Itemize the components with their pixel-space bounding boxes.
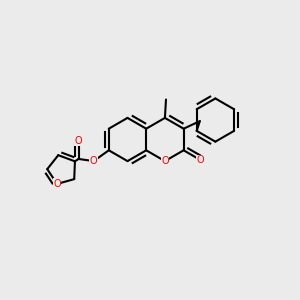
Text: O: O bbox=[161, 156, 169, 166]
Text: O: O bbox=[75, 136, 83, 146]
Text: O: O bbox=[53, 179, 61, 189]
Text: O: O bbox=[196, 155, 204, 165]
Text: O: O bbox=[90, 156, 98, 166]
